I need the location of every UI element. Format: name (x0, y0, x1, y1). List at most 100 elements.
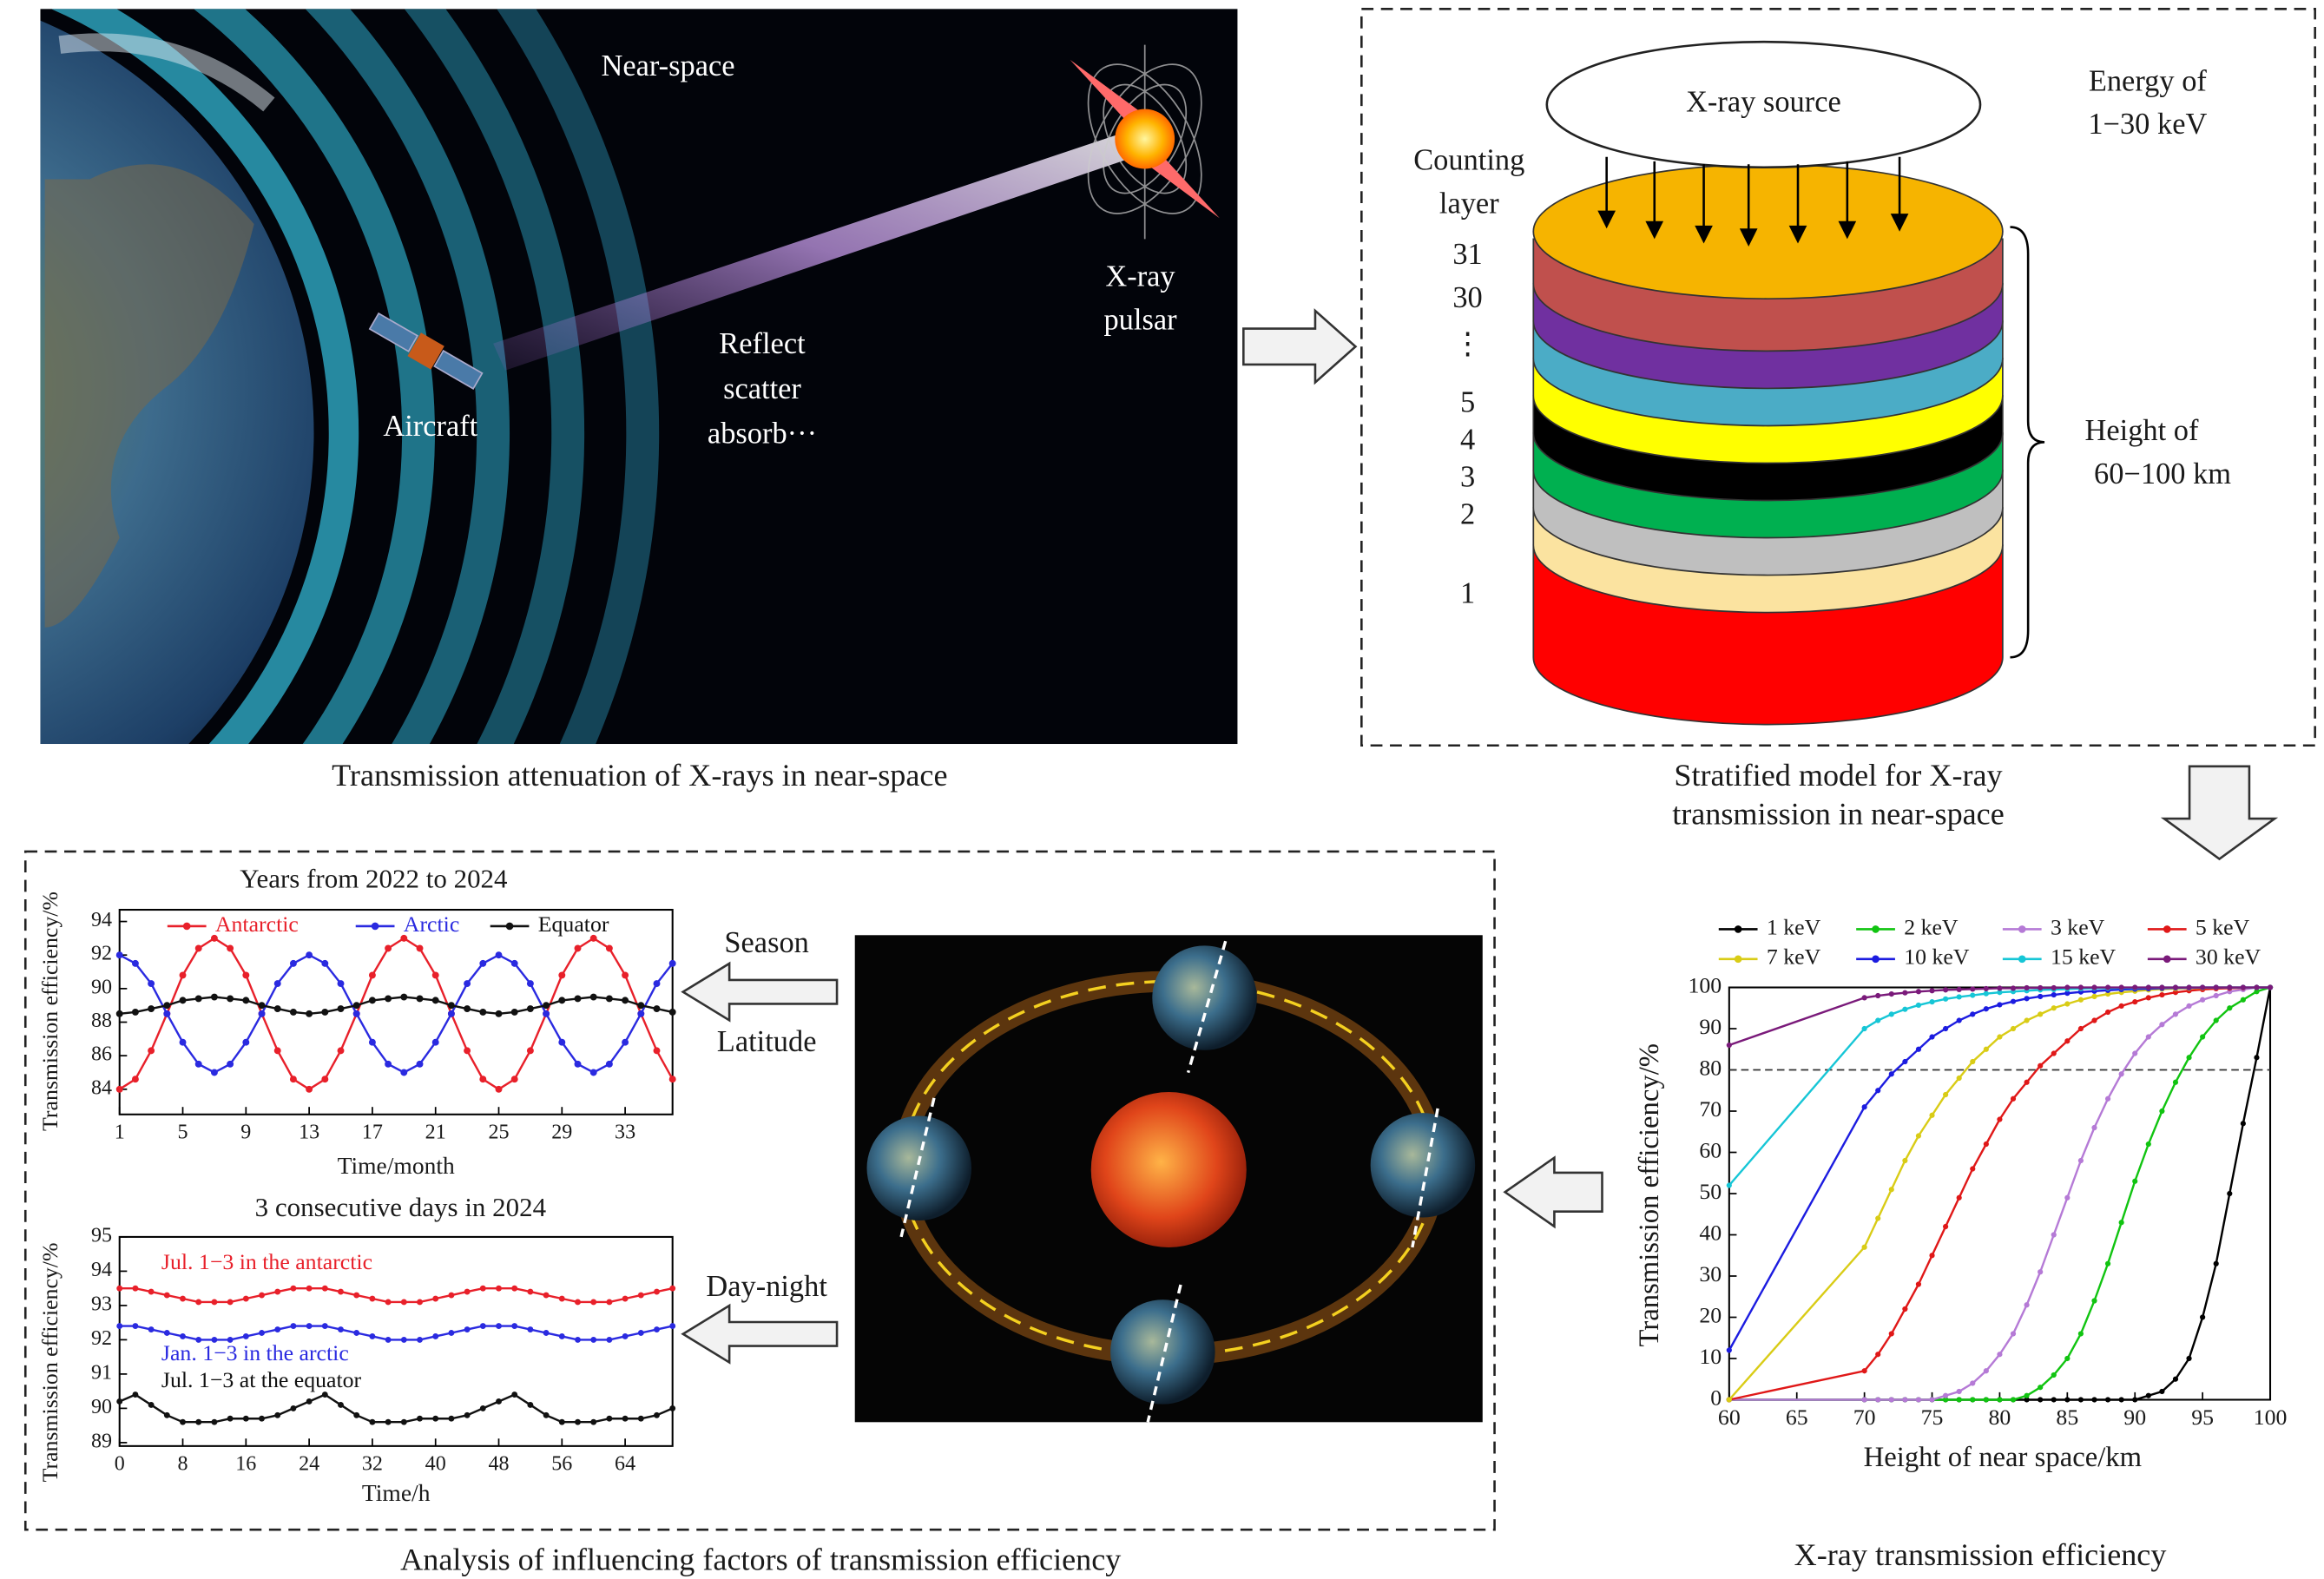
photo-panel: Near-space X-ray pulsar Reflect scatter … (40, 9, 1238, 745)
data-point (195, 1336, 202, 1343)
data-point (1970, 1058, 1976, 1065)
arrow (681, 1303, 839, 1365)
data-point (1970, 1380, 1976, 1386)
data-point (321, 1076, 329, 1083)
data-point (1902, 1157, 1908, 1164)
data-point (622, 997, 629, 1004)
data-point (654, 1288, 660, 1295)
data-point (2145, 1034, 2151, 1040)
data-point (400, 1336, 407, 1343)
data-point (2186, 984, 2192, 990)
data-point (668, 1008, 676, 1016)
legend-marker (2018, 925, 2026, 933)
data-point (242, 1295, 249, 1302)
data-point (417, 1415, 423, 1422)
data-point (479, 1076, 487, 1083)
data-point (2077, 1157, 2084, 1164)
data-point (668, 959, 676, 967)
data-point (432, 1333, 439, 1339)
data-point (2077, 1331, 2084, 1337)
data-point (1997, 1116, 2003, 1122)
data-point (1983, 1368, 1989, 1374)
factor-label: Day-night (706, 1270, 827, 1303)
x-axis-label: Time/h (362, 1479, 431, 1506)
data-point (1970, 1397, 1976, 1403)
counting-label: layer (1439, 187, 1499, 220)
data-point (464, 1005, 471, 1013)
data-point (637, 1415, 644, 1422)
data-point (1888, 1397, 1894, 1403)
factor-label: Latitude (717, 1025, 817, 1058)
data-point (669, 1405, 676, 1411)
data-point (2064, 1001, 2071, 1007)
data-point (115, 951, 123, 959)
data-point (2010, 1025, 2017, 1032)
y-tick-label: 92 (91, 943, 112, 965)
data-point (369, 1333, 376, 1339)
data-point (259, 1415, 265, 1422)
data-point (527, 1402, 534, 1408)
legend-marker (2163, 925, 2171, 933)
data-point (1861, 1368, 1867, 1374)
data-point (1983, 1141, 1989, 1148)
legend-label: 15 keV (2051, 944, 2117, 970)
legend-marker (1872, 925, 1880, 933)
data-point (2132, 984, 2138, 990)
y-tick-label: 86 (91, 1043, 112, 1066)
layer-number: 30 (1452, 281, 1482, 314)
data-point (1726, 1397, 1732, 1403)
x-tick-label: 1 (115, 1122, 125, 1144)
data-point (227, 1299, 234, 1306)
data-point (274, 1411, 281, 1418)
y-tick-label: 91 (91, 1361, 112, 1384)
x-tick-label: 85 (2056, 1405, 2078, 1430)
data-point (338, 1402, 344, 1408)
data-point (1888, 991, 1894, 997)
data-point (2240, 984, 2246, 990)
data-point (447, 1002, 455, 1010)
data-point (1875, 1088, 1881, 1094)
x-tick-label: 64 (615, 1453, 635, 1476)
data-point (368, 971, 376, 979)
data-point (259, 1292, 265, 1299)
data-point (2077, 1025, 2084, 1032)
data-point (338, 1288, 344, 1295)
data-point (132, 1391, 139, 1398)
data-point (416, 1060, 424, 1068)
data-point (1983, 985, 1989, 992)
data-point (2024, 1397, 2030, 1403)
data-point (352, 1002, 360, 1010)
x-tick-label: 25 (488, 1122, 509, 1144)
data-point (1861, 1244, 1867, 1250)
data-point (2132, 1178, 2138, 1184)
data-point (353, 1292, 360, 1299)
pulsar (1070, 44, 1220, 240)
plot-frame (1728, 986, 2272, 1401)
chart-title: 3 consecutive days in 2024 (255, 1192, 546, 1222)
data-point (495, 1010, 503, 1017)
data-point (290, 1323, 297, 1330)
data-point (1915, 1133, 1922, 1139)
data-point (1956, 1017, 1962, 1023)
data-point (464, 1047, 471, 1055)
data-point (2064, 1355, 2071, 1362)
data-point (115, 1085, 123, 1093)
chart-title: Years from 2022 to 2024 (240, 863, 507, 893)
data-point (306, 1010, 313, 1017)
legend-label: 5 keV (2196, 914, 2250, 939)
data-point (148, 1326, 155, 1332)
data-point (495, 951, 503, 959)
chart: 1 5 9 13 17 21 25 29 33 84 86 88 90 92 94 Antarctic Arct… (37, 863, 676, 1179)
y-tick-label: 90 (91, 1396, 112, 1418)
layer-top (1532, 163, 2004, 300)
legend-marker (505, 922, 514, 931)
arrow (681, 961, 839, 1023)
data-point (575, 1336, 581, 1343)
data-point (653, 1047, 661, 1055)
x-tick-label: 21 (425, 1122, 446, 1144)
data-point (526, 1047, 534, 1055)
data-point (622, 1333, 629, 1339)
factor-label: Season (724, 926, 809, 959)
data-point (2227, 984, 2233, 990)
data-point (558, 1295, 565, 1302)
